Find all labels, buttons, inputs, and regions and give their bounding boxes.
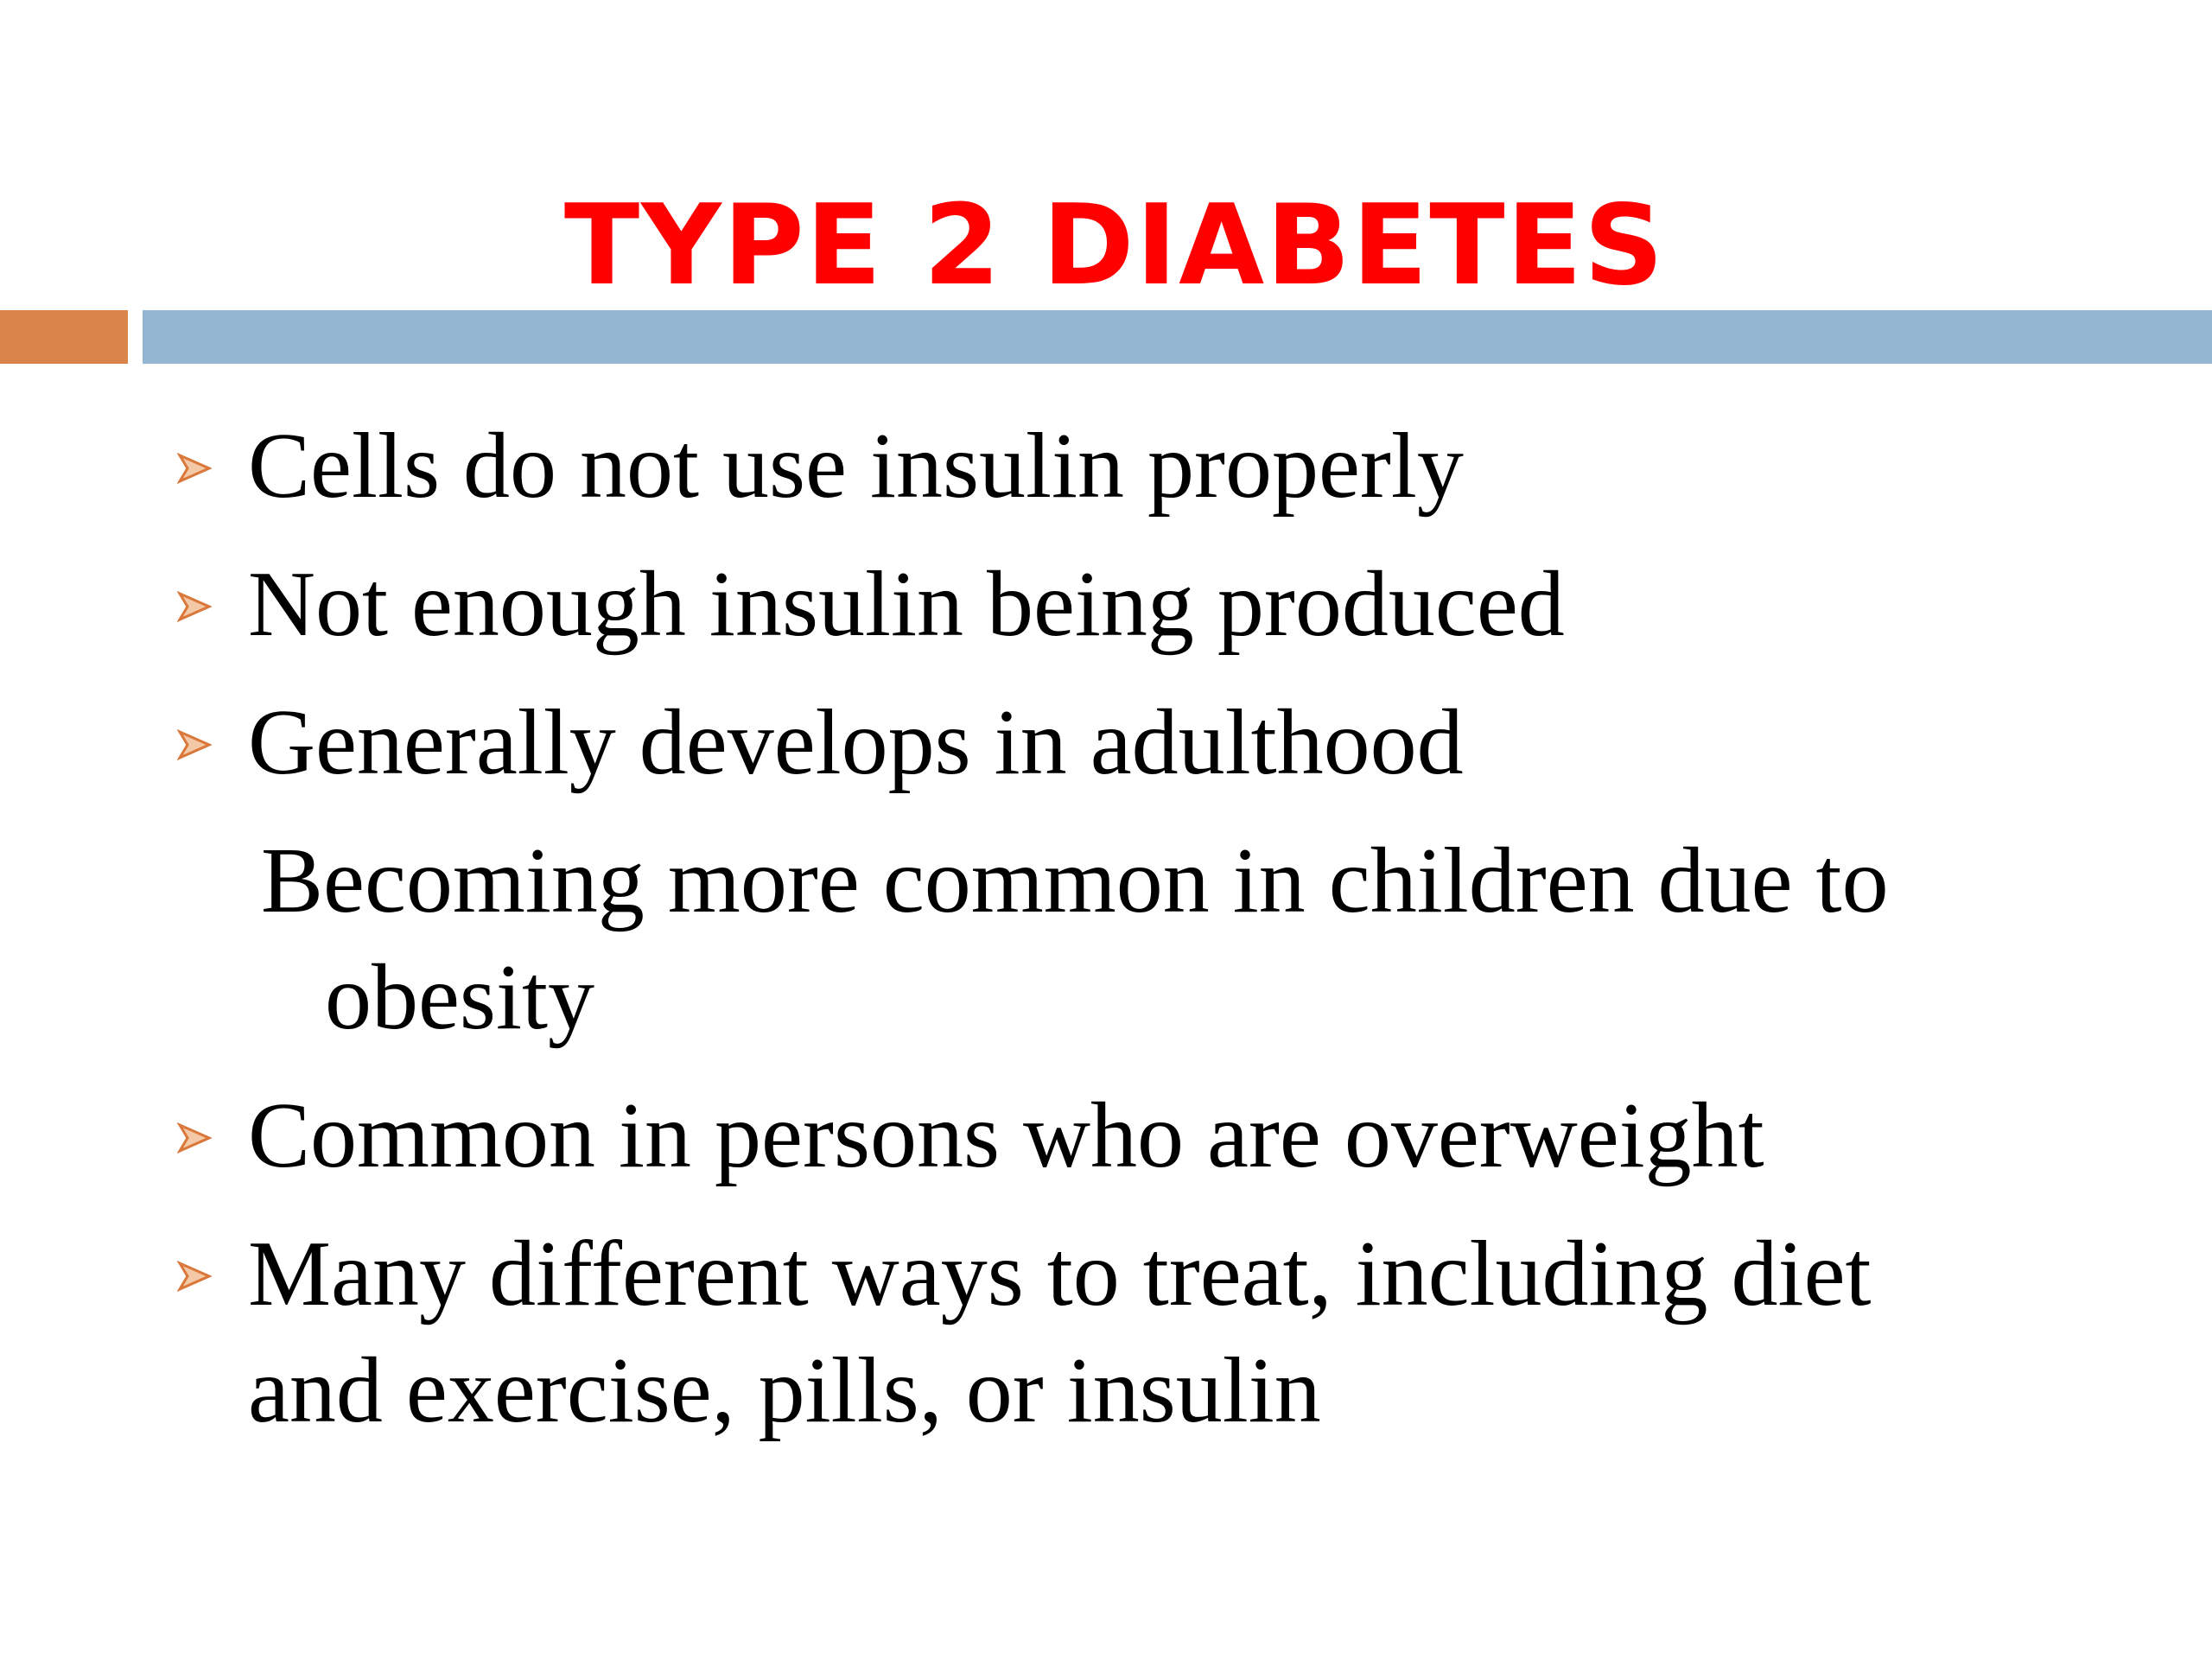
slide-title: TYPE 2 DIABETES — [563, 181, 1666, 310]
list-item: Becoming more common in children due to … — [0, 823, 2013, 1056]
arrow-shape — [177, 1122, 212, 1154]
list-item: Generally develops in adulthood — [0, 684, 2013, 801]
arrow-shape — [177, 729, 212, 760]
item-text: Generally develops in adulthood — [248, 691, 1464, 794]
item-text: Cells do not use insulin properly — [248, 415, 1464, 518]
arrow-shape — [177, 453, 212, 484]
item-text: Becoming more common in children due to … — [261, 830, 1889, 1049]
bullet-arrow — [177, 591, 212, 622]
list-item: Cells do not use insulin properly — [0, 408, 2013, 524]
accent-bar — [0, 310, 128, 364]
arrow-shape — [177, 1261, 212, 1292]
list-item: Common in persons who are overweight — [0, 1077, 2013, 1194]
item-text: Many different ways to treat, including … — [248, 1223, 1872, 1442]
header-bar — [143, 310, 2212, 364]
list-item: Many different ways to treat, including … — [0, 1216, 2013, 1449]
bullet-arrow — [177, 1122, 212, 1154]
list-item: Not enough insulin being produced — [0, 546, 2013, 663]
bullet-arrow — [177, 453, 212, 484]
item-text: Not enough insulin being produced — [248, 553, 1565, 656]
bullet-arrow — [177, 729, 212, 760]
bullet-list: Cells do not use insulin properly Not eno… — [0, 408, 2013, 1471]
arrow-shape — [177, 591, 212, 622]
bullet-arrow — [177, 1261, 212, 1292]
item-text: Common in persons who are overweight — [248, 1084, 1764, 1187]
